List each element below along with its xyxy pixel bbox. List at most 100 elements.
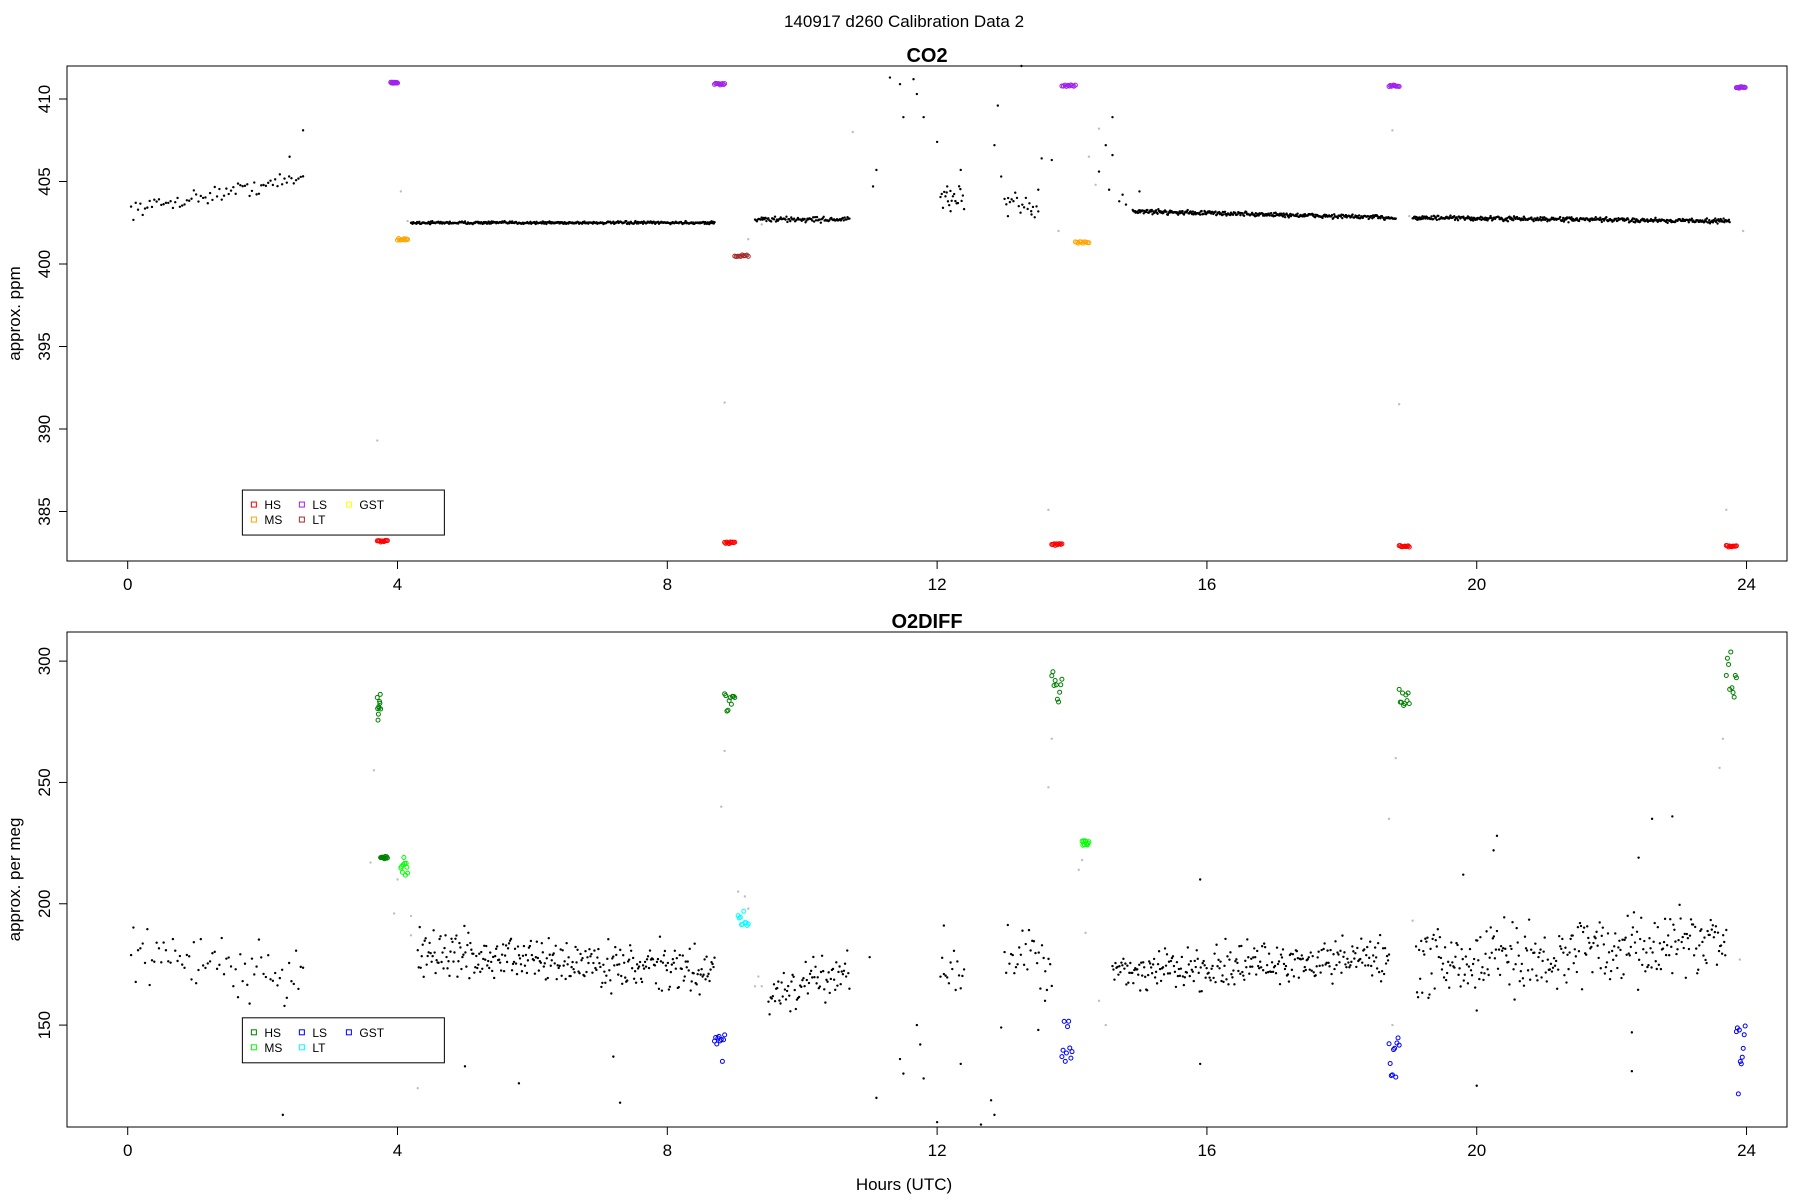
y-tick-label: 250 [35, 768, 54, 796]
data-point [1347, 961, 1350, 964]
cal-point-ls [1386, 1041, 1392, 1047]
data-point [192, 189, 196, 192]
data-point [1300, 954, 1304, 957]
data-point [1260, 945, 1264, 948]
data-point [215, 967, 219, 971]
data-point [845, 218, 848, 221]
data-point [684, 960, 687, 963]
y-tick-label: 395 [35, 332, 54, 360]
data-point [1003, 197, 1006, 201]
data-point [1037, 1028, 1040, 1032]
cal-point-hs [1405, 543, 1411, 549]
data-point [1722, 217, 1725, 220]
flagged-point [1718, 766, 1721, 770]
data-point [421, 943, 424, 946]
flagged-point [1391, 129, 1394, 132]
cal-point-ls [712, 81, 718, 87]
data-point [1330, 972, 1333, 976]
data-point [1654, 960, 1657, 963]
data-point [1420, 939, 1423, 943]
cal-point-ls [1065, 1024, 1071, 1030]
data-point [262, 183, 265, 187]
data-point [809, 969, 813, 973]
data-point [1144, 975, 1147, 979]
data-point [1331, 982, 1334, 985]
plot-frame [66, 65, 1788, 562]
data-point [1223, 964, 1226, 968]
data-point [1676, 948, 1679, 951]
data-point [1695, 947, 1698, 950]
data-point [1516, 941, 1519, 944]
cal-point-ls [1391, 1047, 1397, 1053]
data-point [1497, 948, 1501, 951]
data-point [1642, 948, 1645, 951]
data-point [784, 218, 787, 221]
data-point [1652, 940, 1655, 944]
data-point [1186, 946, 1190, 949]
data-point [297, 987, 300, 991]
data-point [1034, 951, 1037, 955]
x-tick-label: 0 [123, 1141, 132, 1160]
data-point [229, 189, 233, 192]
data-point [811, 976, 814, 979]
data-point [1705, 217, 1709, 220]
data-point [1453, 215, 1456, 218]
data-point [617, 973, 620, 976]
data-point [1604, 965, 1608, 969]
cal-point-lt [737, 914, 743, 920]
cal-point-hs [1731, 694, 1737, 700]
data-point [1692, 954, 1696, 957]
data-point [1656, 925, 1660, 929]
data-point [1267, 952, 1271, 955]
data-point [1633, 221, 1637, 224]
data-point [1006, 214, 1010, 218]
cal-point-ls [1069, 1049, 1075, 1055]
data-point [1283, 967, 1287, 971]
data-point [1218, 967, 1221, 970]
data-point [1610, 949, 1614, 953]
data-point [1003, 950, 1006, 954]
data-point [1511, 921, 1514, 924]
data-point [1570, 216, 1573, 219]
legend-marker [298, 1029, 305, 1036]
data-point [681, 954, 684, 957]
data-point [454, 937, 457, 941]
data-point [555, 977, 558, 981]
data-point [1226, 955, 1229, 958]
data-point [1437, 214, 1440, 218]
data-point [141, 942, 144, 945]
data-point [194, 981, 198, 985]
data-point [1693, 925, 1697, 929]
data-point [1182, 983, 1186, 987]
data-point [764, 216, 767, 219]
data-point [1394, 217, 1397, 220]
data-point [1030, 213, 1033, 216]
data-point [444, 934, 447, 937]
data-point [1718, 220, 1722, 223]
data-point [1717, 949, 1721, 953]
data-point [1125, 983, 1128, 986]
data-point [1040, 157, 1043, 160]
data-point [1265, 963, 1269, 967]
data-point [1367, 217, 1370, 221]
data-point [1198, 213, 1202, 216]
data-point [134, 201, 137, 205]
data-point [532, 959, 536, 962]
data-point [1197, 971, 1200, 975]
data-point [1596, 944, 1599, 947]
data-point [1167, 960, 1171, 963]
data-point [1239, 972, 1242, 976]
data-point [1048, 962, 1052, 966]
data-point [1530, 216, 1533, 219]
data-point [1296, 956, 1300, 960]
cal-point-ls [1386, 83, 1392, 89]
data-point [1225, 978, 1228, 981]
data-point [441, 951, 444, 954]
data-point [1306, 958, 1309, 961]
data-point [804, 960, 807, 964]
cal-point-hs [722, 539, 728, 545]
data-point [467, 931, 470, 934]
data-point [708, 979, 711, 983]
data-point [674, 967, 678, 970]
data-point [643, 960, 647, 964]
